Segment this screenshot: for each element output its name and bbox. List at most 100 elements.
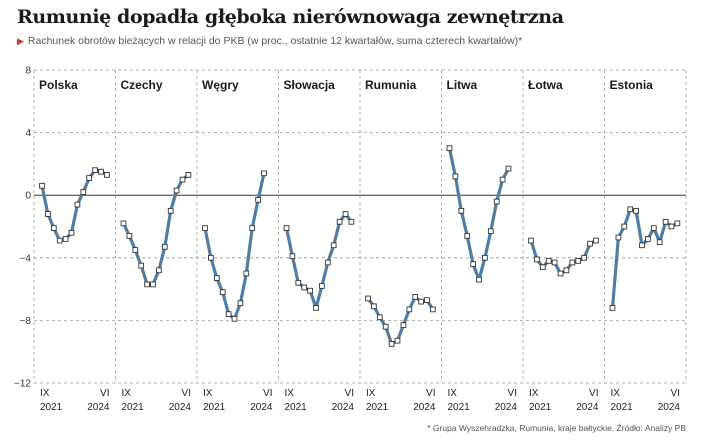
x-tick-start-year: 2021 bbox=[529, 402, 552, 413]
panel-label-6: Łotwa bbox=[528, 78, 563, 92]
panel-label-4: Rumunia bbox=[365, 78, 417, 92]
data-point-4-8 bbox=[412, 294, 419, 300]
data-point-0-7 bbox=[80, 189, 87, 195]
x-tick-start-year: 2021 bbox=[122, 402, 145, 413]
x-tick-end-year: 2024 bbox=[413, 402, 436, 413]
data-point-3-4 bbox=[307, 287, 313, 294]
data-point-7-6 bbox=[645, 236, 651, 242]
panel-label-2: Węgry bbox=[202, 78, 239, 92]
data-point-6-0 bbox=[528, 237, 534, 244]
data-point-6-7 bbox=[569, 259, 576, 266]
x-tick-start-year: 2021 bbox=[285, 402, 308, 413]
data-point-0-3 bbox=[56, 237, 63, 244]
data-point-1-0 bbox=[120, 220, 127, 227]
data-point-1-7 bbox=[161, 243, 168, 250]
x-tick-end-month: VI bbox=[263, 388, 272, 399]
chart-subtitle-text: Rachunek obrotów bieżących w relacji do … bbox=[27, 35, 523, 47]
data-point-2-6 bbox=[237, 300, 244, 307]
data-point-6-4 bbox=[551, 259, 558, 266]
series-line-3 bbox=[284, 212, 353, 310]
data-point-1-8 bbox=[167, 207, 174, 214]
x-tick-end-year: 2024 bbox=[87, 402, 110, 413]
x-tick-start-month: IX bbox=[611, 388, 621, 399]
data-point-5-3 bbox=[464, 233, 471, 239]
data-point-6-10 bbox=[587, 240, 593, 247]
x-tick-start-year: 2021 bbox=[611, 402, 634, 413]
data-point-1-10 bbox=[179, 176, 186, 183]
x-tick-start-year: 2021 bbox=[366, 402, 389, 413]
x-tick-end-month: VI bbox=[345, 388, 354, 399]
x-tick-end-year: 2024 bbox=[576, 402, 599, 413]
y-tick-label: −12 bbox=[14, 379, 31, 390]
data-point-6-1 bbox=[534, 256, 540, 263]
x-tick-start-month: IX bbox=[366, 388, 376, 399]
data-point-1-6 bbox=[156, 267, 162, 274]
x-tick-end-year: 2024 bbox=[250, 402, 273, 413]
data-point-4-9 bbox=[418, 298, 424, 305]
panel-label-7: Estonia bbox=[610, 78, 654, 92]
y-tick-label: −8 bbox=[20, 316, 32, 327]
data-point-0-6 bbox=[74, 201, 81, 208]
data-point-2-0 bbox=[202, 225, 208, 231]
y-tick-label: 4 bbox=[25, 128, 31, 139]
data-point-5-4 bbox=[470, 261, 476, 267]
data-point-3-10 bbox=[342, 211, 349, 217]
data-point-2-1 bbox=[208, 254, 214, 261]
data-point-4-11 bbox=[430, 306, 436, 313]
x-tick-start-month: IX bbox=[448, 388, 458, 399]
data-point-3-1 bbox=[289, 253, 296, 260]
data-point-5-5 bbox=[476, 276, 482, 283]
data-point-4-4 bbox=[388, 341, 395, 347]
data-point-6-6 bbox=[563, 267, 570, 274]
data-point-3-7 bbox=[324, 259, 331, 266]
data-point-2-2 bbox=[213, 275, 220, 281]
data-point-0-10 bbox=[98, 168, 104, 175]
source-note: * Grupa Wyszehradzka, Rumunia, kraje bał… bbox=[427, 423, 686, 433]
data-point-5-10 bbox=[505, 165, 512, 172]
x-tick-end-month: VI bbox=[508, 388, 517, 399]
data-point-6-11 bbox=[593, 237, 599, 244]
data-point-3-6 bbox=[319, 283, 325, 289]
x-tick-end-month: VI bbox=[426, 388, 435, 399]
x-tick-end-month: VI bbox=[671, 388, 680, 399]
data-point-4-10 bbox=[424, 297, 430, 303]
data-point-7-4 bbox=[633, 207, 639, 214]
x-tick-end-month: VI bbox=[589, 388, 598, 399]
data-point-0-5 bbox=[68, 229, 75, 236]
data-point-5-1 bbox=[452, 173, 459, 180]
y-tick-label: −4 bbox=[20, 253, 32, 264]
x-tick-end-year: 2024 bbox=[495, 402, 518, 413]
data-point-2-3 bbox=[219, 289, 226, 296]
data-point-3-8 bbox=[330, 242, 337, 249]
data-point-7-7 bbox=[650, 225, 657, 231]
data-point-6-2 bbox=[539, 264, 546, 271]
data-point-7-1 bbox=[615, 234, 622, 241]
data-point-2-4 bbox=[225, 311, 232, 317]
data-point-5-9 bbox=[499, 176, 506, 183]
x-tick-end-month: VI bbox=[182, 388, 191, 399]
panel-label-1: Czechy bbox=[121, 78, 163, 92]
panel-label-5: Litwa bbox=[447, 78, 478, 92]
x-tick-start-year: 2021 bbox=[448, 402, 471, 413]
x-tick-start-month: IX bbox=[122, 388, 132, 399]
data-point-1-3 bbox=[138, 262, 145, 269]
panel-label-3: Słowacja bbox=[284, 78, 336, 92]
x-tick-start-month: IX bbox=[529, 388, 539, 399]
data-point-3-5 bbox=[313, 305, 319, 311]
x-tick-end-year: 2024 bbox=[332, 402, 355, 413]
data-point-4-6 bbox=[400, 322, 407, 328]
y-tick-label: 0 bbox=[25, 191, 31, 202]
triangle-marker-icon: ▶ bbox=[17, 36, 24, 46]
data-point-7-9 bbox=[662, 218, 669, 225]
data-point-5-6 bbox=[482, 254, 488, 261]
data-point-7-5 bbox=[639, 242, 645, 249]
data-point-5-7 bbox=[487, 228, 494, 235]
x-tick-start-month: IX bbox=[203, 388, 213, 399]
chart-subtitle: ▶ Rachunek obrotów bieżących w relacji do… bbox=[17, 35, 522, 47]
x-tick-end-month: VI bbox=[100, 388, 109, 399]
data-point-1-5 bbox=[150, 281, 156, 288]
series-line-5 bbox=[447, 146, 511, 282]
data-point-2-10 bbox=[261, 170, 267, 177]
x-tick-start-year: 2021 bbox=[203, 402, 226, 413]
